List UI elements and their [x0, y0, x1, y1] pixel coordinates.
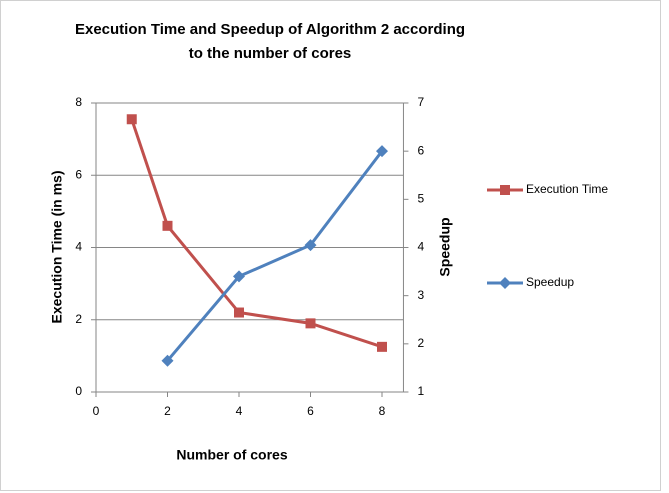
x-tick-label: 4 [236, 404, 243, 418]
x-tick-label: 6 [307, 404, 314, 418]
y2-tick-label: 3 [417, 288, 424, 302]
legend-marker [499, 277, 511, 289]
y2-tick-label: 4 [417, 240, 424, 254]
y2-tick-label: 7 [417, 95, 424, 109]
y-tick-label: 6 [75, 167, 82, 181]
y2-tick-label: 1 [417, 384, 424, 398]
legend-label: Execution Time [526, 182, 608, 196]
y-axis-label: Execution Time (in ms) [49, 171, 65, 324]
point [305, 318, 316, 329]
point [126, 114, 137, 125]
y-tick-label: 4 [75, 240, 82, 254]
point [233, 270, 245, 283]
y-tick-label: 8 [75, 95, 82, 109]
point [304, 239, 317, 252]
y2-axis-label: Speedup [437, 217, 453, 276]
point [376, 145, 388, 158]
x-tick-label: 8 [379, 404, 386, 418]
legend-marker [500, 185, 510, 195]
x-tick-label: 0 [93, 404, 100, 418]
y2-tick-label: 5 [417, 192, 424, 206]
point [161, 354, 174, 367]
x-axis-label: Number of cores [176, 447, 287, 463]
y-tick-label: 0 [75, 384, 82, 398]
y2-tick-label: 6 [417, 143, 424, 157]
point [162, 220, 173, 231]
series-line [166, 150, 384, 362]
point [377, 341, 387, 352]
x-tick-label: 2 [164, 404, 171, 418]
legend-label: Speedup [526, 275, 574, 289]
point [234, 307, 244, 318]
chart-title: Execution Time and Speedup of Algorithm … [74, 21, 466, 62]
y2-tick-label: 2 [417, 336, 424, 350]
y-tick-label: 2 [75, 312, 82, 326]
